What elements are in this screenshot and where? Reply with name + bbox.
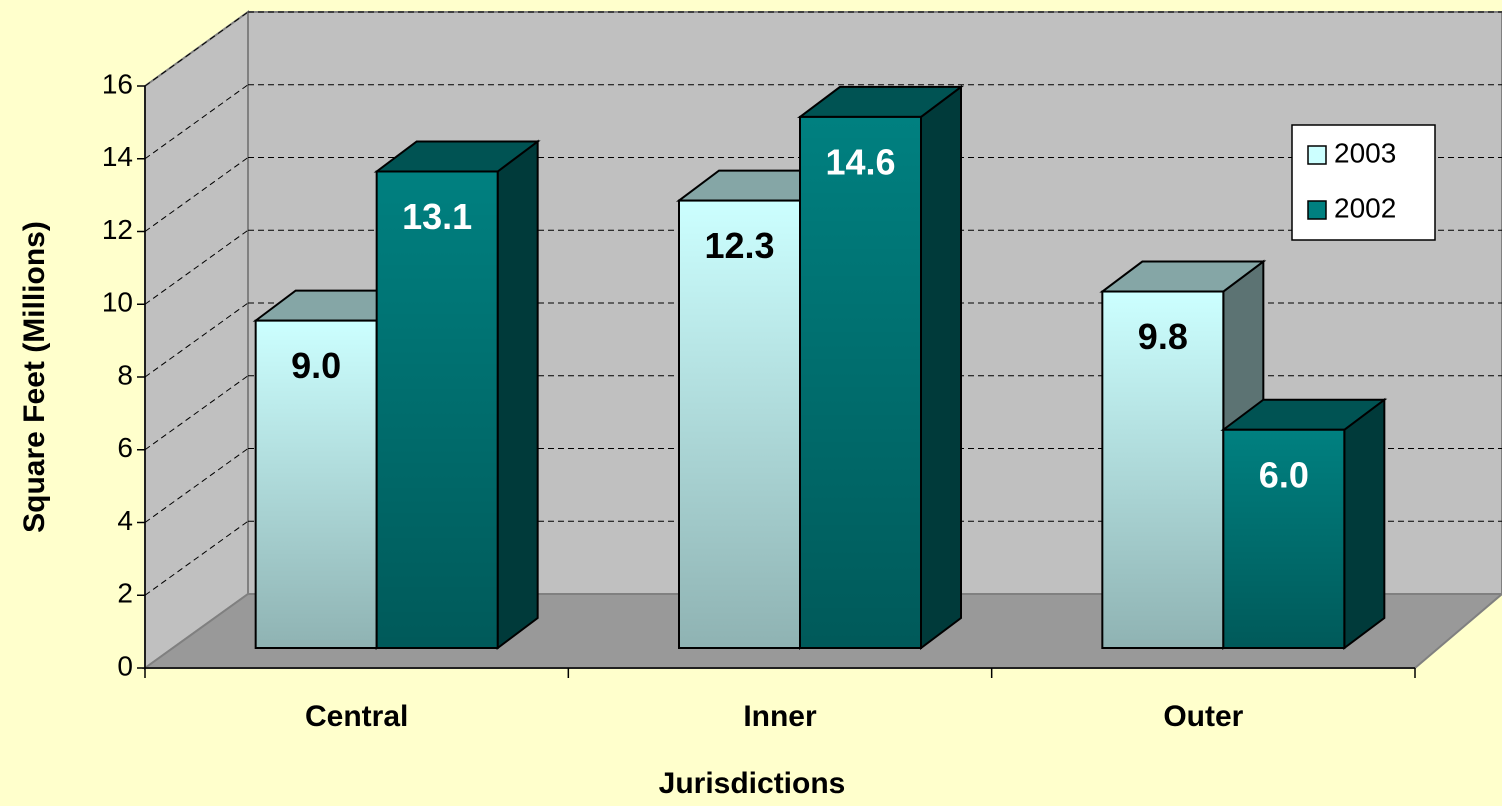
bar-top-shade (800, 86, 961, 117)
bar-shade (1223, 429, 1345, 648)
grid-line (144, 157, 249, 232)
legend-box (1291, 124, 1436, 241)
bar-top-shade (376, 141, 538, 172)
x-tick-label: Central (305, 700, 408, 733)
legend-label: 2003 (1334, 137, 1396, 168)
bar-shade (255, 320, 377, 648)
y-tick-label: 2 (117, 578, 133, 609)
y-tick-label: 4 (117, 505, 133, 536)
bar-top-shade (1102, 261, 1264, 292)
y-tick-label: 6 (117, 432, 133, 463)
bar-group: 6.0 (1220, 397, 1388, 650)
bar-side-shade (497, 141, 538, 649)
grid-line (144, 84, 249, 160)
value-label: 14.6 (825, 141, 895, 182)
value-label: 12.3 (704, 225, 774, 266)
legend-swatch (1307, 145, 1327, 165)
value-label: 13.1 (402, 196, 472, 237)
grid-line (144, 229, 249, 305)
bar-shade (800, 116, 921, 649)
legend-swatch (1307, 200, 1327, 220)
y-tick-label: 0 (117, 650, 133, 681)
grid-line (144, 448, 249, 523)
x-tick-label: Inner (743, 700, 817, 733)
y-tick-label: 10 (102, 287, 133, 318)
bar-top-shade (1223, 399, 1385, 430)
x-axis-title: Jurisdictions (659, 767, 846, 800)
x-tick-label: Outer (1163, 700, 1243, 733)
grid-line (144, 375, 249, 451)
legend-label: 2002 (1334, 192, 1396, 223)
value-label: 9.8 (1138, 316, 1188, 357)
y-axis-title: Square Feet (Millions) (18, 221, 51, 533)
grid-line (144, 11, 249, 87)
bar-group: 14.6 (797, 84, 964, 650)
bar-shade (679, 200, 800, 648)
bar-side-shade (1344, 399, 1385, 648)
bar-group: 13.1 (373, 139, 541, 650)
y-tick-label: 12 (102, 214, 133, 245)
grid-line (144, 302, 249, 378)
y-tick-label: 16 (102, 68, 133, 99)
value-label: 6.0 (1259, 454, 1309, 495)
y-tick-label: 14 (102, 141, 133, 172)
y-tick-label: 8 (117, 359, 133, 390)
bar-shade (376, 171, 498, 649)
grid-line (144, 520, 249, 596)
value-label: 9.0 (291, 345, 341, 386)
bar-side-shade (921, 86, 961, 649)
bar-shade (1102, 291, 1224, 648)
